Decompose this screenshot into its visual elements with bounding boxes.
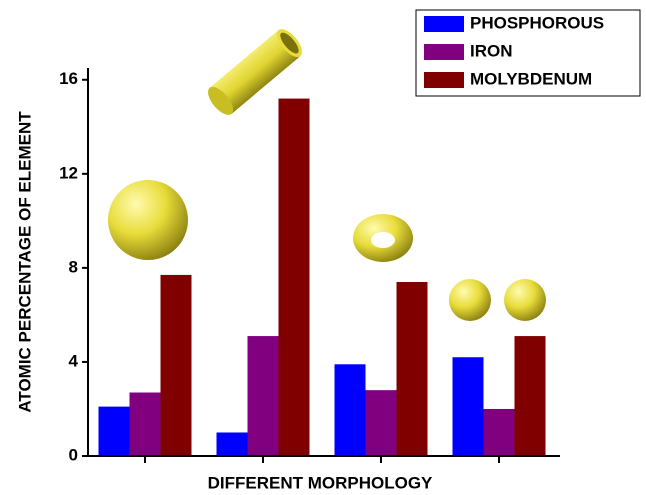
legend-swatch [424,72,464,88]
bar [279,99,310,456]
y-tick-label: 12 [59,163,78,182]
legend-label: MOLYBDENUM [470,69,592,88]
y-tick-label: 8 [69,257,78,276]
bar [130,393,161,456]
bar [217,432,248,456]
legend-swatch [424,44,464,60]
bar [335,364,366,456]
bar [248,336,279,456]
x-axis-label: DIFFERENT MORPHOLOGY [208,473,433,492]
y-tick-label: 4 [69,351,79,370]
bar [99,407,130,456]
y-axis-label: ATOMIC PERCENTAGE OF ELEMENT [15,111,34,413]
legend-swatch [424,16,464,32]
bar [484,409,515,456]
chart: DIFFERENT MORPHOLOGY ATOMIC PERCENTAGE O… [0,0,646,495]
bar [161,275,192,456]
bar [453,357,484,456]
y-tick-label: 16 [59,69,78,88]
y-tick-label: 0 [69,445,78,464]
bar [397,282,428,456]
legend-label: IRON [470,41,513,60]
bar [366,390,397,456]
legend-label: PHOSPHOROUS [470,13,604,32]
bar [515,336,546,456]
